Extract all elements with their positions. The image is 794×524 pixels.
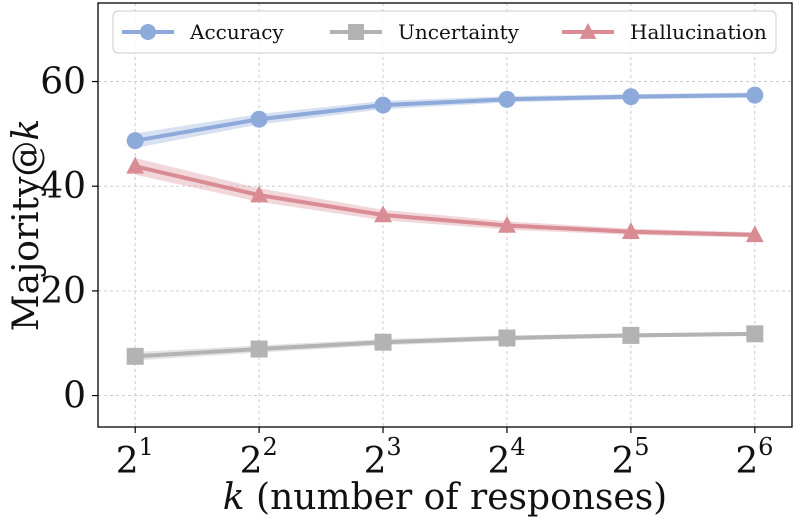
x-tick-label: 2 [364,441,387,482]
legend-accuracy-marker [140,24,156,40]
x-tick-label-exponent: 1 [139,433,154,461]
x-tick-label-exponent: 6 [758,433,773,461]
uncertainty-point [374,333,392,351]
uncertainty-point [746,325,764,343]
y-axis-label-var: k [6,119,47,141]
series-markers [126,86,764,365]
x-tick-label: 2 [488,441,511,482]
legend-uncertainty-label: Uncertainty [398,20,520,44]
accuracy-point [126,132,144,150]
hallucination-point [374,205,392,223]
hallucination-band [135,157,755,238]
hallucination-point [745,225,764,243]
uncertainty-point [622,326,640,344]
x-tick-label: 2 [611,441,634,482]
hallucination-point [126,156,145,174]
series-lines [134,93,755,359]
legend-hallucination-label: Hallucination [630,20,767,44]
confidence-bands [135,92,755,361]
x-tick-label-exponent: 4 [510,433,525,461]
y-axis-label: Majority@k [6,119,47,332]
uncertainty-point [250,340,268,358]
x-axis-label-var: k [223,477,245,518]
accuracy-point [374,96,392,114]
x-tick-label: 2 [735,441,758,482]
legend-uncertainty-marker [348,24,364,40]
x-tick-label-exponent: 3 [386,433,401,461]
x-tick-label-exponent: 2 [262,433,277,461]
y-tick-label: 60 [40,62,86,103]
y-tick-label: 20 [40,271,86,312]
legend-hallucination-marker [579,22,597,39]
hallucination-line [134,164,755,237]
accuracy-point [498,90,516,108]
accuracy-point [746,86,764,104]
legend-accuracy-label: Accuracy [189,20,284,44]
hallucination-point [498,215,516,233]
hallucination-point [621,222,640,240]
x-tick-label: 2 [240,441,263,482]
uncertainty-line [135,331,755,359]
uncertainty-point [498,329,516,347]
x-tick-label: 2 [116,441,139,482]
accuracy-point [622,88,640,106]
accuracy-point [250,110,268,128]
legend: Accuracy Uncertainty Hallucination [112,10,777,54]
accuracy-line [134,93,755,143]
x-axis-label: k (number of responses) [223,477,667,518]
y-tick-label: 40 [40,166,86,207]
y-tick-label: 0 [63,376,86,417]
x-tick-label-exponent: 5 [634,433,649,461]
hallucination-point [250,185,269,203]
uncertainty-point [126,347,144,365]
plot-frame [97,2,793,428]
legend-box [112,10,777,54]
y-axis-label-text: Majority@ [6,141,47,332]
grid [98,3,792,427]
x-axis-label-rest: (number of responses) [245,477,668,518]
